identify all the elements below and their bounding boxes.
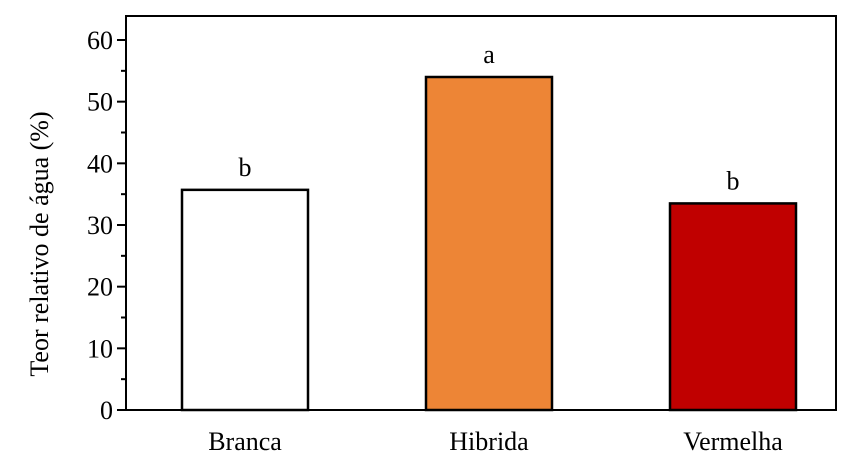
y-tick-label: 40 [87, 149, 113, 178]
bar-hibrida [424, 75, 554, 412]
y-axis-ticks: 0 10 20 30 40 50 60 [87, 26, 126, 425]
x-category-label: Branca [208, 427, 282, 456]
y-tick-label: 20 [87, 273, 113, 302]
y-axis-title: Teor relativo de água (%) [25, 111, 54, 376]
bar-branca [180, 188, 310, 412]
significance-label: a [483, 40, 495, 69]
x-category-label: Hibrida [449, 427, 529, 456]
y-tick-label: 0 [100, 396, 113, 425]
significance-label: b [727, 166, 740, 195]
y-tick-label: 30 [87, 211, 113, 240]
bars [180, 75, 798, 412]
x-axis-labels: Branca Hibrida Vermelha [208, 427, 783, 456]
y-tick-label: 10 [87, 334, 113, 363]
y-tick-label: 50 [87, 88, 113, 117]
y-tick-label: 60 [87, 26, 113, 55]
bar-vermelha [668, 202, 798, 412]
significance-label: b [239, 153, 252, 182]
x-category-label: Vermelha [683, 427, 783, 456]
significance-labels: b a b [239, 40, 740, 195]
